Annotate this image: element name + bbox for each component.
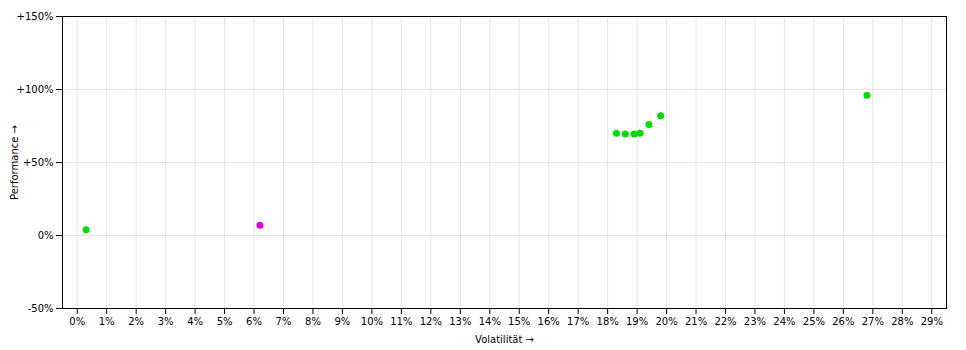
- svg-text:Performance →: Performance →: [9, 125, 20, 200]
- svg-text:+150%: +150%: [17, 11, 54, 22]
- svg-text:9%: 9%: [334, 316, 350, 327]
- svg-text:14%: 14%: [479, 316, 501, 327]
- svg-text:+100%: +100%: [17, 84, 54, 95]
- svg-text:0%: 0%: [69, 316, 85, 327]
- svg-text:15%: 15%: [508, 316, 530, 327]
- svg-text:7%: 7%: [276, 316, 292, 327]
- svg-text:4%: 4%: [187, 316, 203, 327]
- svg-text:11%: 11%: [390, 316, 412, 327]
- svg-text:8%: 8%: [305, 316, 321, 327]
- svg-text:16%: 16%: [538, 316, 560, 327]
- svg-text:26%: 26%: [832, 316, 854, 327]
- svg-text:20%: 20%: [655, 316, 677, 327]
- svg-text:12%: 12%: [420, 316, 442, 327]
- svg-text:Volatilität →: Volatilität →: [475, 334, 534, 345]
- svg-text:0%: 0%: [38, 230, 54, 241]
- svg-text:3%: 3%: [158, 316, 174, 327]
- svg-text:27%: 27%: [862, 316, 884, 327]
- svg-text:29%: 29%: [921, 316, 943, 327]
- svg-text:23%: 23%: [744, 316, 766, 327]
- svg-text:22%: 22%: [714, 316, 736, 327]
- svg-text:-50%: -50%: [28, 303, 54, 314]
- svg-text:1%: 1%: [99, 316, 115, 327]
- svg-text:18%: 18%: [597, 316, 619, 327]
- svg-text:+50%: +50%: [23, 157, 54, 168]
- svg-text:17%: 17%: [567, 316, 589, 327]
- svg-text:5%: 5%: [217, 316, 233, 327]
- svg-text:13%: 13%: [449, 316, 471, 327]
- svg-text:19%: 19%: [626, 316, 648, 327]
- svg-text:24%: 24%: [773, 316, 795, 327]
- svg-text:21%: 21%: [685, 316, 707, 327]
- svg-text:25%: 25%: [803, 316, 825, 327]
- svg-text:2%: 2%: [128, 316, 144, 327]
- svg-text:28%: 28%: [891, 316, 913, 327]
- svg-text:10%: 10%: [361, 316, 383, 327]
- svg-text:6%: 6%: [246, 316, 262, 327]
